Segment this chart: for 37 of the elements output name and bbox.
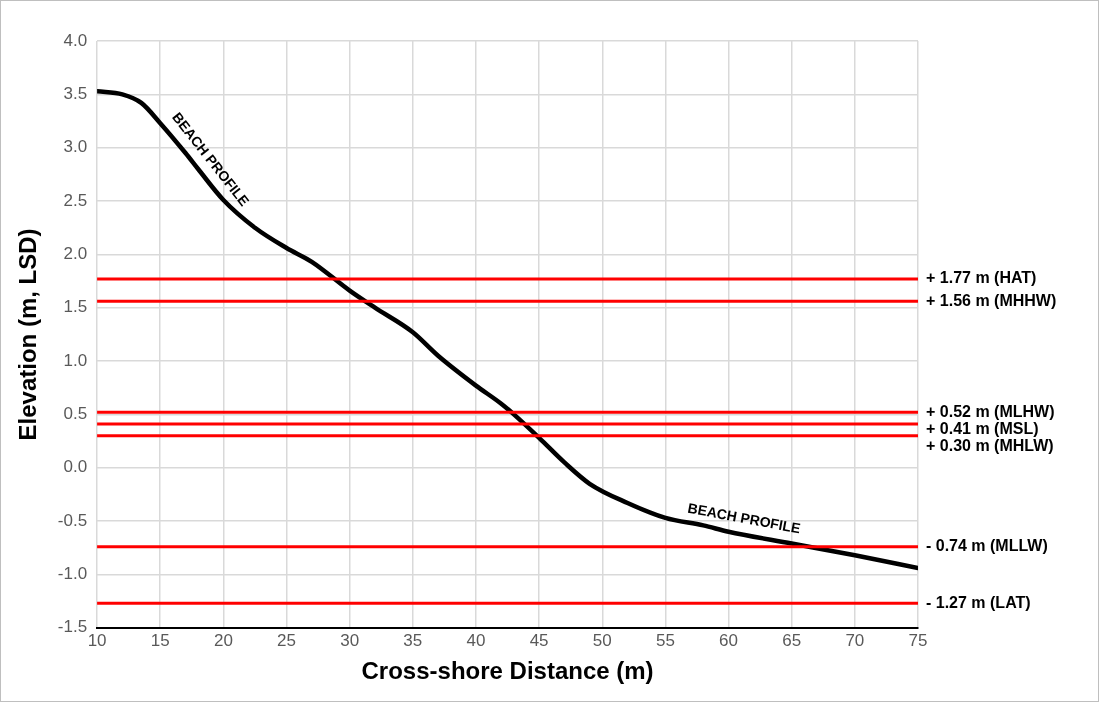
ref-line-label: - 0.74 m (MLLW) [926,537,1048,555]
x-tick-label: 35 [403,630,423,650]
y-tick-label: -1.5 [57,617,88,637]
y-tick-label: 2.0 [63,244,88,264]
y-tick-label: 0.5 [63,404,88,424]
ref-line-label: + 1.56 m (MHHW) [926,291,1057,309]
ref-line-label: - 1.27 m (LAT) [926,593,1031,611]
x-tick-label: 70 [845,630,865,650]
x-axis-title: Cross-shore Distance (m) [361,657,654,685]
annotation: BEACH PROFILE [686,499,802,537]
x-tick-label: 65 [782,630,802,650]
ref-line-label: + 0.52 m (MLHW) [926,402,1055,420]
x-tick-label: 20 [213,630,233,650]
ref-line-label: + 0.41 m (MSL) [926,419,1039,437]
x-tick-label: 15 [150,630,170,650]
ref-line-label: + 1.77 m (HAT) [926,269,1037,287]
x-tick-label: 45 [529,630,549,650]
y-tick-label: 3.0 [63,137,88,157]
y-axis-title: Elevation (m, LSD) [14,228,42,441]
y-tick-label: 0.0 [63,457,88,477]
x-tick-label: 50 [592,630,612,650]
x-tick-label: 10 [87,630,107,650]
y-tick-label: 3.5 [63,84,88,104]
x-tick-label: 30 [340,630,360,650]
x-tick-label: 25 [277,630,296,650]
y-tick-label: -0.5 [57,510,88,530]
x-tick-label: 55 [655,630,675,650]
x-tick-label: 40 [466,630,486,650]
x-tick-label: 75 [908,630,928,650]
y-tick-label: -1.0 [57,564,88,584]
line-series [97,88,918,571]
y-tick-label: 1.0 [63,350,88,370]
y-tick-label: 4.0 [63,30,88,50]
x-tick-label: 60 [719,630,739,650]
y-tick-label: 1.5 [63,297,88,317]
ref-line-label: + 0.30 m (MHLW) [926,436,1054,454]
y-tick-label: 2.5 [63,190,88,210]
